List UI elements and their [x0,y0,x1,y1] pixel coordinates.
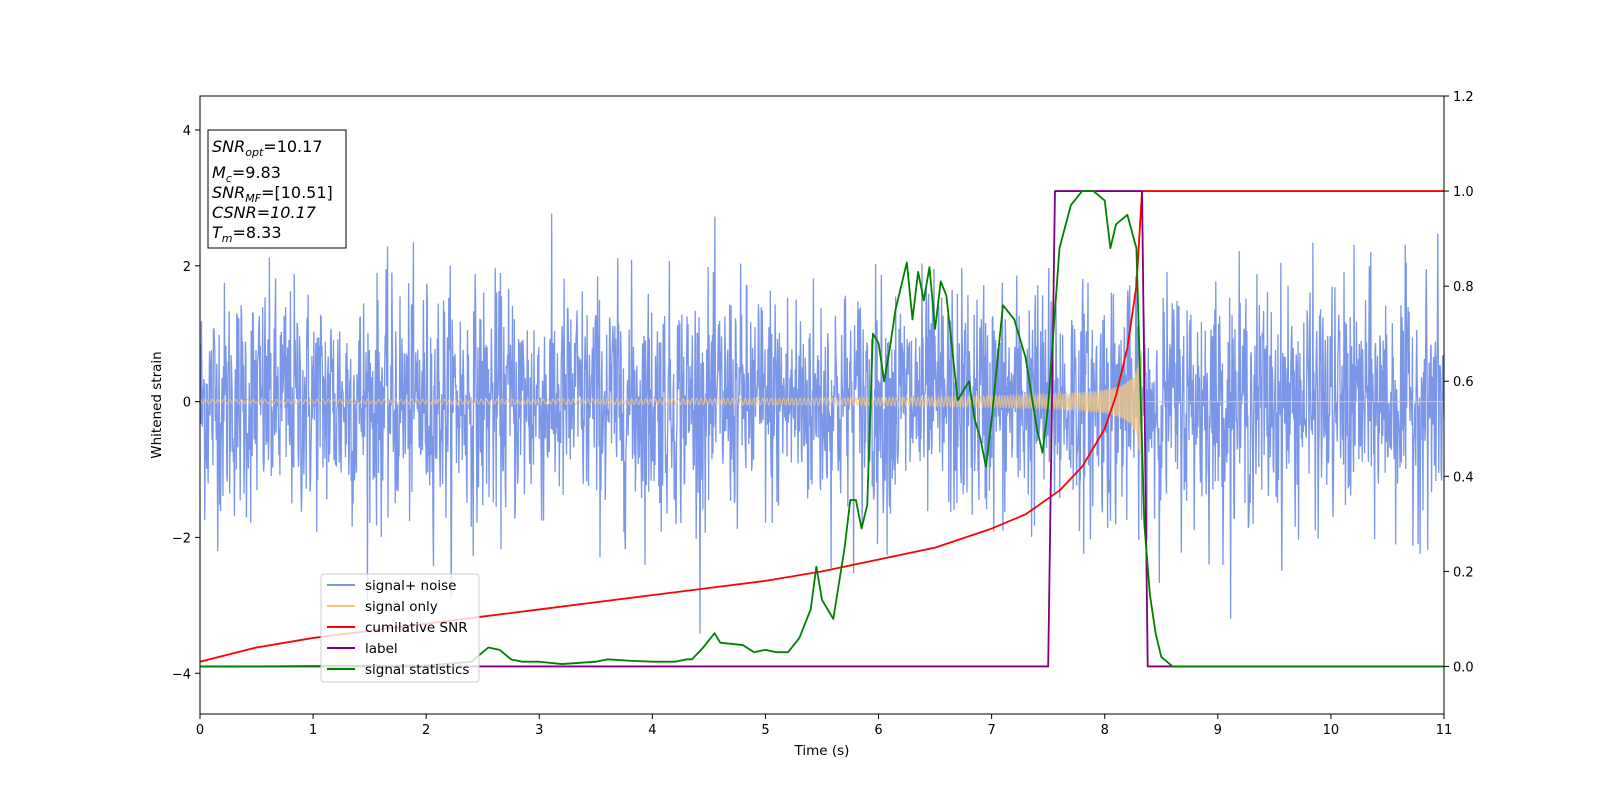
info-csnr: CSNR=10.17 [212,203,317,222]
info-box-frame [207,129,347,249]
y-tick-label: 2 [183,260,191,275]
noise-layer [200,213,1444,634]
y-axis-left: −4 −2 0 2 4 [172,124,200,682]
x-tick-label: 11 [1436,723,1453,738]
y-tick-label: −4 [172,667,191,682]
x-tick-label: 4 [648,723,656,738]
legend-label: signal statistics [365,662,469,678]
legend-label: cumilative SNR [365,620,468,636]
x-tick-label: 7 [987,723,995,738]
y2-tick-label: 0.6 [1453,375,1474,390]
y-axis-label: Whitened strain [149,351,165,458]
legend-frame [320,573,480,683]
x-tick-label: 9 [1214,723,1222,738]
x-tick-label: 5 [761,723,769,738]
x-tick-label: 6 [874,723,882,738]
y2-tick-label: 0.0 [1453,660,1474,675]
y-axis-right: 0.0 0.2 0.4 0.6 0.8 1.0 1.2 [1444,90,1474,675]
legend-label: signal+ noise [365,578,456,594]
y2-tick-label: 0.8 [1453,280,1474,295]
plot-frame [199,95,1445,715]
legend-label: signal only [365,599,438,615]
info-mc: Mc=9.83 [212,163,281,185]
y-tick-label: 0 [183,396,191,411]
legend-label: label [365,641,398,657]
legend: signal+ noise signal only cumilative SNR la… [320,573,480,683]
info-tm: Tm=8.33 [212,223,282,245]
x-tick-label: 8 [1101,723,1109,738]
x-axis-label: Time (s) [794,743,850,759]
series-signal-statistics [200,190,1444,668]
info-snr-opt: SNRopt=10.17 [212,137,323,159]
signal-layer [200,350,1444,458]
series-signal-only [200,350,1444,458]
x-tick-label: 2 [422,723,430,738]
x-tick-label: 3 [535,723,543,738]
series-signal-noise [200,213,1444,634]
y2-tick-label: 1.0 [1453,185,1474,200]
y2-tick-label: 0.4 [1453,470,1474,485]
info-snr-mf: SNRMF=[10.51] [212,183,333,205]
y2-tick-label: 0.2 [1453,565,1474,580]
y2-tick-label: 1.2 [1453,90,1474,105]
x-tick-label: 0 [196,723,204,738]
y-tick-label: 4 [183,124,191,139]
x-tick-label: 10 [1323,723,1340,738]
x-axis: 0 1 2 3 4 5 6 7 8 9 10 11 [196,714,1452,738]
x-tick-label: 1 [309,723,317,738]
info-box: SNRopt=10.17 Mc=9.83 SNRMF=[10.51] CSNR=… [207,129,347,249]
y-tick-label: −2 [172,531,191,546]
